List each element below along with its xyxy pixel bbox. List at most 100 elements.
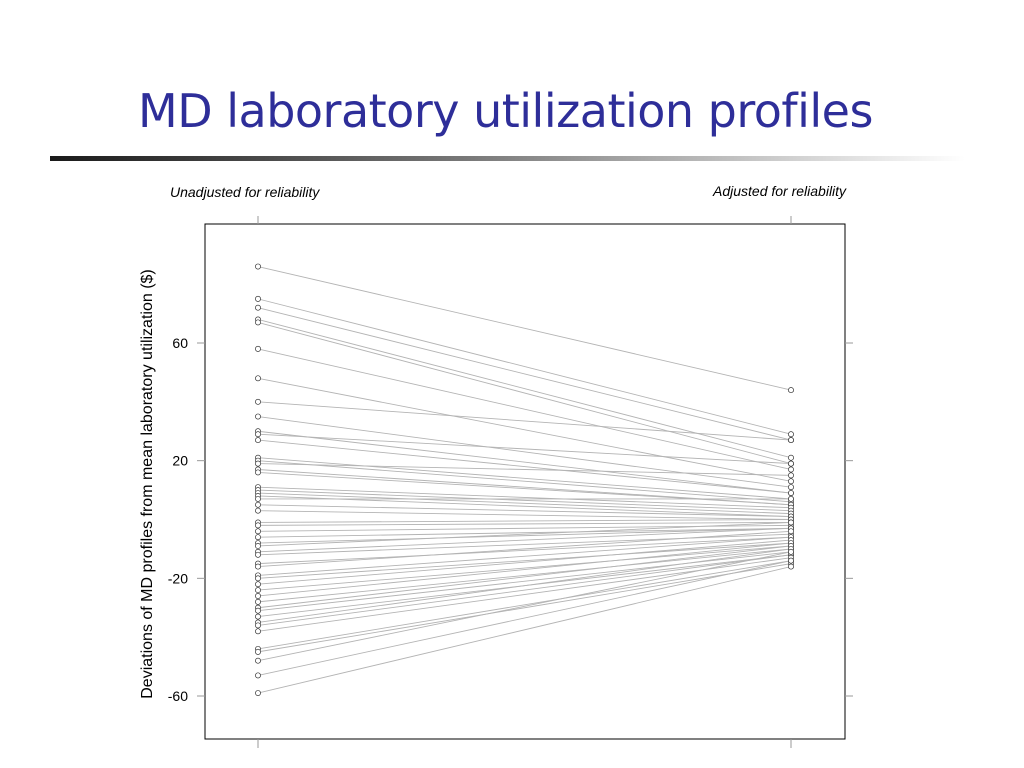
adjusted-point [788,563,794,570]
unadjusted-point [255,551,261,558]
unadjusted-point [255,598,261,605]
unadjusted-point [255,690,261,697]
adjusted-point [788,437,794,444]
unadjusted-point [255,648,261,655]
unadjusted-point [255,657,261,664]
adjusted-point [788,466,794,473]
adjusted-point [788,454,794,461]
adjusted-point [788,460,794,467]
profile-line [257,416,792,488]
unadjusted-point [255,413,261,420]
unadjusted-point [255,593,261,599]
profile-line [257,530,792,568]
profile-line [257,457,792,500]
profile-line [257,542,792,579]
profile-line [257,527,792,538]
profile-line [257,548,792,623]
unadjusted-point [255,628,261,635]
y-axis-title: Deviations of MD profiles from mean labo… [139,269,156,699]
adjusted-point [788,490,794,496]
profile-line [257,486,792,509]
unadjusted-point [255,431,261,438]
adjusted-point [788,557,794,564]
profile-line [257,566,792,694]
unadjusted-point [255,501,261,508]
y-tick-label: -60 [168,688,188,704]
profile-line [257,307,792,441]
profile-line [257,539,792,585]
profile-line [257,551,792,662]
profile-line [257,433,792,465]
profile-line [257,460,792,503]
profile-line [257,527,792,544]
left-group-label: Unadjusted for reliability [170,184,320,200]
profile-line [257,319,792,459]
adjusted-point [788,495,794,502]
title-underline [50,156,965,161]
unadjusted-point [255,522,261,529]
profile-line [257,533,792,556]
adjusted-point [788,478,794,485]
unadjusted-point [255,543,261,549]
unadjusted-point [255,613,261,620]
profile-line [257,377,792,482]
profile-line [257,542,792,597]
unadjusted-point [255,345,261,352]
profile-line [257,563,792,653]
adjusted-point [788,484,794,491]
profile-line [257,545,792,591]
profile-line [257,471,792,506]
profile-line [257,519,792,523]
profile-line [257,430,792,494]
profile-line [257,463,792,476]
unadjusted-point [255,575,261,582]
adjusted-point [788,472,794,479]
unadjusted-point [255,375,261,382]
unadjusted-point [255,563,261,570]
unadjusted-point [255,672,261,679]
profile-line [257,489,792,512]
profile-line [257,495,792,518]
profile-line [257,510,792,520]
profile-line [257,266,792,391]
profile-line [257,321,792,465]
adjusted-point [788,548,794,555]
profile-line [257,401,792,441]
profile-line [257,554,792,626]
unadjusted-point [255,622,261,629]
y-tick-label: 20 [172,453,188,469]
unadjusted-point [255,581,261,588]
profile-line [257,492,792,515]
profile-line [257,439,792,494]
adjusted-point [788,519,794,526]
unadjusted-point [255,607,261,614]
adjusted-point [788,528,794,535]
unadjusted-point [255,460,261,467]
profile-line [257,560,792,676]
profile-line [257,348,792,470]
profile-line [257,527,792,553]
unadjusted-point [255,534,261,541]
y-tick-label: -20 [168,570,188,586]
profile-line [257,545,792,609]
profile-line [257,521,792,526]
unadjusted-point [255,507,261,514]
plot-frame [204,223,846,740]
right-group-label: Adjusted for reliability [713,183,847,199]
slide-title: MD laboratory utilization profiles [138,84,873,138]
unadjusted-point [255,295,261,302]
profile-line [257,536,792,565]
profile-line [257,504,792,518]
profile-line [257,536,792,576]
profile-line [257,551,792,612]
unadjusted-point [255,304,261,311]
adjusted-point [788,387,794,394]
unadjusted-point [255,437,261,444]
unadjusted-point [255,469,261,476]
unadjusted-point [255,263,261,270]
unadjusted-point [255,398,261,405]
profile-line [257,560,792,650]
unadjusted-point [255,528,261,535]
profile-line [257,548,792,603]
